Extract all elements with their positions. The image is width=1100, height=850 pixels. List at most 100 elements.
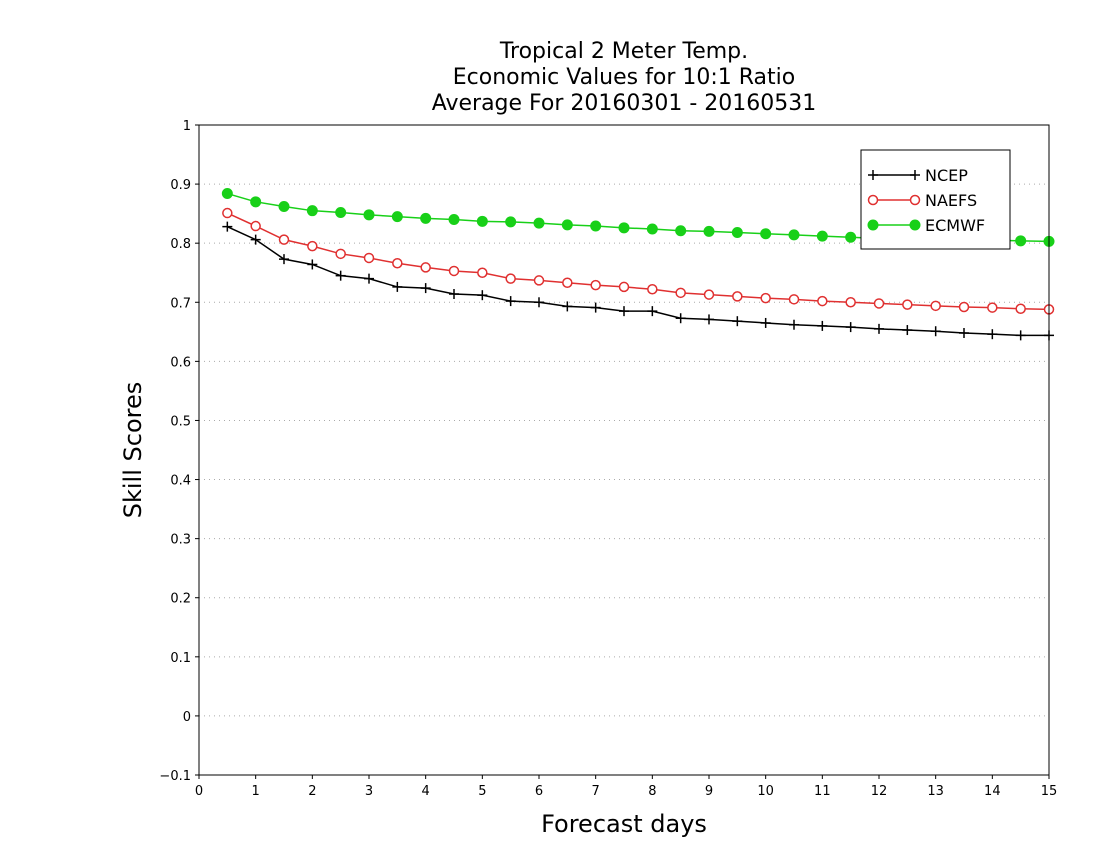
plot-frame: [198, 124, 1050, 776]
y-tick-label: 0.4: [170, 474, 191, 489]
legend-label-ecmwf: ECMWF: [925, 216, 985, 235]
data-point-ecmwf: [760, 228, 772, 240]
x-tick-label: 12: [871, 784, 888, 799]
y-tick-label: 0: [183, 710, 191, 725]
chart-title-line-1: Tropical 2 Meter Temp.: [499, 39, 748, 64]
y-axis-ticks: −0.1 0 0.1 0.2 0.3 0.4 0.5 0.6 0.7 0.8 0.9 1: [159, 119, 199, 784]
data-point-ncep: [562, 301, 573, 312]
data-point-naefs: [760, 292, 771, 304]
data-point-ncep: [222, 221, 233, 232]
data-point-naefs: [392, 258, 403, 269]
legend-item-ncep: NCEP: [868, 166, 968, 185]
y-tick-label: 0.3: [170, 533, 191, 548]
data-point-ecmwf: [590, 220, 602, 232]
data-point-ncep: [279, 254, 289, 265]
legend-marker-naefs: [867, 194, 879, 206]
data-point-ncep: [789, 319, 799, 330]
x-tick-label: 9: [705, 784, 713, 799]
x-tick-label: 11: [814, 784, 831, 799]
data-point-ecmwf: [278, 201, 290, 213]
data-point-ncep: [902, 325, 913, 336]
data-point-ecmwf: [448, 214, 460, 226]
data-point-ncep: [647, 306, 658, 317]
data-point-naefs: [732, 291, 743, 302]
data-point-naefs: [817, 295, 828, 307]
data-point-naefs: [618, 281, 630, 293]
data-point-naefs: [363, 252, 375, 264]
x-axis-label: Forecast days: [541, 810, 707, 838]
data-point-ecmwf: [675, 225, 687, 237]
data-point-naefs: [562, 277, 573, 289]
data-point-ncep: [505, 296, 516, 307]
legend-marker-ncep: [868, 170, 878, 180]
data-point-ncep: [307, 259, 318, 270]
data-point-ncep: [845, 322, 856, 333]
data-point-naefs: [958, 301, 970, 313]
data-point-ecmwf: [1015, 235, 1027, 247]
data-point-ncep: [959, 328, 969, 338]
y-tick-label: 0.6: [170, 355, 191, 370]
data-point-ncep: [987, 329, 998, 340]
series-naefs: [222, 207, 1055, 315]
x-tick-label: 10: [757, 784, 774, 799]
data-point-ncep: [704, 314, 714, 325]
chart-title: Tropical 2 Meter Temp. Economic Values f…: [432, 39, 817, 116]
data-point-ecmwf: [533, 217, 545, 229]
data-point-naefs: [505, 273, 516, 284]
data-point-ecmwf: [221, 188, 233, 200]
data-point-ncep: [364, 273, 374, 284]
y-tick-label: 0.9: [170, 178, 191, 193]
x-tick-label: 6: [535, 784, 543, 799]
legend: NCEP NAEFS ECMWF: [860, 149, 1011, 250]
data-point-naefs: [873, 298, 885, 309]
x-tick-label: 5: [478, 784, 486, 799]
data-point-ncep: [817, 320, 828, 331]
data-point-naefs: [647, 284, 658, 295]
data-point-ecmwf: [306, 205, 318, 217]
data-point-ecmwf: [476, 215, 488, 227]
data-point-ncep: [760, 317, 771, 328]
y-axis-label: Skill Scores: [119, 382, 147, 519]
x-tick-label: 13: [927, 784, 944, 799]
data-point-naefs: [307, 240, 318, 252]
data-point-naefs: [1015, 303, 1026, 315]
data-point-ncep: [675, 313, 686, 324]
y-tick-label: 0.7: [170, 296, 191, 311]
data-point-naefs: [987, 302, 998, 313]
data-point-naefs: [675, 287, 686, 299]
data-point-ncep: [732, 316, 743, 327]
data-point-ecmwf: [335, 206, 347, 218]
data-point-ecmwf: [363, 209, 375, 221]
data-point-naefs: [278, 234, 290, 245]
data-point-ecmwf: [391, 211, 403, 223]
chart-title-line-3: Average For 20160301 - 20160531: [432, 91, 817, 116]
x-tick-label: 3: [365, 784, 373, 799]
data-point-ncep: [1015, 330, 1026, 341]
x-tick-label: 2: [308, 784, 316, 799]
data-point-ncep: [930, 326, 941, 337]
data-point-naefs: [845, 297, 856, 308]
data-point-naefs: [250, 220, 261, 232]
series-ncep: [222, 221, 1054, 341]
data-point-naefs: [448, 265, 460, 277]
legend-marker-ncep: [910, 170, 920, 180]
data-point-ncep: [619, 306, 629, 317]
x-tick-label: 4: [422, 784, 430, 799]
data-point-ecmwf: [646, 223, 658, 235]
data-point-ncep: [449, 289, 459, 299]
y-tick-label: 0.1: [170, 651, 191, 666]
legend-marker-ecmwf: [909, 219, 921, 231]
legend-item-ecmwf: ECMWF: [867, 216, 985, 235]
x-tick-label: 14: [984, 784, 1001, 799]
data-point-ncep: [874, 323, 884, 334]
data-point-naefs: [222, 207, 233, 219]
data-point-ecmwf: [505, 216, 517, 228]
data-point-ecmwf: [703, 225, 715, 237]
data-point-ncep: [335, 270, 346, 281]
y-tick-label: 0.5: [170, 414, 191, 429]
grid-lines: [199, 183, 1049, 717]
x-tick-label: 8: [648, 784, 656, 799]
data-point-ecmwf: [731, 227, 743, 239]
data-point-ecmwf: [845, 231, 857, 243]
